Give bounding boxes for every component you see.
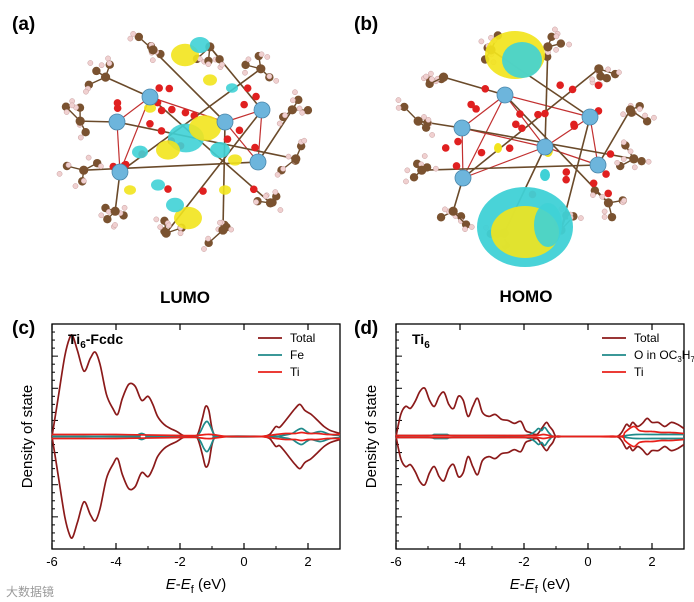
series-line-ti-mirror-d [396, 435, 685, 448]
series-line-total-c [51, 334, 341, 438]
homo-molecule-illustration [395, 26, 657, 267]
bond-network [461, 94, 599, 179]
x-tick-label-c: -2 [174, 554, 186, 569]
series-line-ti-d [395, 425, 685, 438]
series-line-ti-mirror-c [51, 435, 341, 442]
legend-label-d: Ti [634, 365, 644, 379]
legend-label-c: Fe [290, 348, 304, 362]
homo-caption: HOMO [500, 287, 553, 306]
x-tick-label-c: 2 [304, 554, 311, 569]
chart-title-c: Ti6-Fcdc [68, 331, 123, 351]
legend-label-d: Total [634, 331, 659, 345]
y-axis-label-c: Density of state [19, 385, 36, 488]
legend-label-c: Ti [290, 365, 300, 379]
dos-chart-ti6-fcdc: -6 -4 -2 0 2 Ti6-Fcdc Total Fe Ti E-Ef (eV) Densit… [19, 323, 341, 596]
legend-label-c: Total [290, 331, 315, 345]
series-line-total-d [395, 386, 685, 438]
orbital-lobes [477, 31, 573, 267]
titanium-atoms [108, 88, 271, 181]
series-line-o-in-oc3h7-d [395, 426, 684, 438]
series-line-fe-mirror-c [51, 435, 341, 453]
x-tick-label-c: -6 [46, 554, 58, 569]
lumo-molecule-illustration [56, 30, 313, 252]
legend-label-d: O in OC3H7 [634, 348, 694, 364]
x-tick-label-d: 0 [584, 554, 591, 569]
x-axis-label-d: E-Ef (eV) [510, 576, 571, 596]
x-tick-label-d: -2 [518, 554, 530, 569]
x-tick-label-c: -4 [110, 554, 122, 569]
ligand-groups [56, 30, 313, 252]
x-tick-label-d: 2 [648, 554, 655, 569]
panel-label-b: (b) [354, 14, 378, 35]
x-axis-label-c: E-Ef (eV) [166, 576, 227, 596]
orbital-lobes [124, 37, 242, 230]
series-line-o-in-oc3h7-mirror-d [395, 435, 684, 447]
watermark-text: 大数据镜 [6, 584, 54, 599]
x-tick-label-c: 0 [240, 554, 247, 569]
panel-label-d: (d) [354, 318, 378, 339]
panel-label-c: (c) [12, 318, 35, 339]
chart-title-d: Ti6 [412, 331, 430, 351]
x-tick-label-d: -4 [454, 554, 466, 569]
series-line-total-mirror-c [51, 435, 341, 539]
series-line-total-mirror-d [395, 435, 685, 487]
x-tick-label-d: -6 [390, 554, 402, 569]
y-axis-label-d: Density of state [363, 385, 380, 488]
panel-label-a: (a) [12, 14, 35, 35]
series-line-fe-c [51, 420, 341, 438]
titanium-atoms [453, 86, 607, 187]
lumo-caption: LUMO [160, 288, 210, 307]
